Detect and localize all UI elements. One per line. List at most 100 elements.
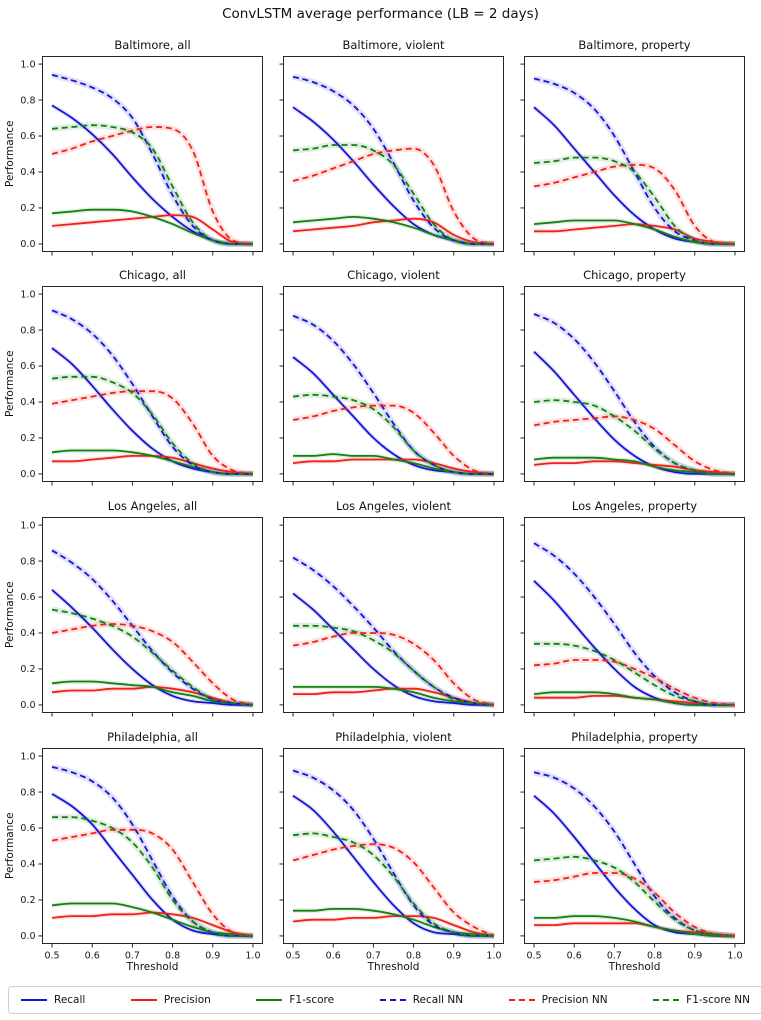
y-tick-label: 0.2 [20, 664, 35, 675]
subplot-philadelphia-property: Philadelphia, property 0.5 0.6 0.7 0.8 0.9 1.… [520, 729, 745, 962]
x-tick-label: 0.6 [85, 951, 100, 962]
subplot-title: Los Angeles, all [107, 499, 198, 513]
x-tick-label: 0.6 [567, 951, 582, 962]
plot-canvas [520, 517, 745, 717]
plot-canvas: 0.5 0.6 0.7 0.8 0.9 1.0 [520, 748, 745, 962]
legend-label: Precision NN [541, 994, 608, 1006]
axes-spines [283, 286, 504, 482]
y-tick-label: 0.0 [20, 469, 35, 480]
line-f1-score-nn [51, 124, 253, 245]
plot-canvas [279, 56, 504, 256]
plot-canvas [279, 517, 504, 717]
subplot-los-angeles-property: Los Angeles, property [520, 498, 745, 717]
legend-label: F1-score NN [686, 994, 750, 1006]
legend-sample-f1-score [256, 999, 283, 1001]
line-f1-score-nn [51, 608, 254, 706]
y-tick-label: 0.4 [20, 859, 35, 870]
legend-item-f1-score: F1-score [256, 994, 334, 1006]
legend-sample-f1-score-nn [653, 999, 680, 1001]
x-axis-label: Threshold [126, 961, 179, 973]
legend-item-precision: Precision [130, 994, 211, 1006]
y-axis-label: Performance [4, 350, 16, 418]
line-f1-score [534, 915, 735, 937]
plot-canvas: 0.0 0.2 0.4 0.6 0.8 1.0 [20, 286, 263, 486]
line-f1-score [51, 680, 254, 706]
subplot-title: Philadelphia, violent [335, 730, 452, 744]
axes-spines [283, 56, 504, 252]
y-tick-label: 0.8 [20, 95, 35, 106]
y-tick-label: 1.0 [20, 751, 35, 762]
line-recall [292, 794, 494, 937]
line-f1-score [533, 691, 735, 706]
y-tick-label: 0.0 [20, 700, 35, 711]
legend-item-recall: Recall [21, 994, 85, 1006]
legend-label: Recall [54, 994, 86, 1006]
x-tick-label: 0.6 [326, 951, 341, 962]
legend-label: Recall NN [412, 994, 464, 1006]
line-f1-score [51, 902, 254, 937]
x-tick-label: 0.7 [366, 951, 381, 962]
y-tick-label: 0.6 [20, 592, 35, 603]
axes-spines [42, 56, 263, 252]
line-recall [292, 592, 494, 706]
line-precision-nn [292, 404, 495, 475]
plot-canvas: 0.0 0.2 0.4 0.6 0.8 1.0 [20, 56, 263, 256]
plot-canvas [279, 286, 504, 486]
axes-spines [524, 748, 745, 944]
line-recall [51, 589, 253, 706]
axes-spines [524, 517, 745, 713]
x-tick-label: 0.9 [446, 951, 461, 962]
x-axis-label: Threshold [367, 961, 420, 973]
subplot-title: Baltimore, violent [342, 38, 445, 52]
line-precision-nn [292, 632, 495, 706]
subplot-chicago-violent: Chicago, violent [279, 267, 504, 486]
axes-spines [524, 56, 745, 252]
line-precision [292, 217, 495, 245]
legend-item-f1-score-nn: F1-score NN [653, 994, 750, 1006]
y-tick-label: 0.8 [20, 325, 35, 336]
y-tick-label: 0.6 [20, 131, 35, 142]
axes-spines [42, 286, 263, 482]
line-recall [533, 350, 735, 475]
legend-label: Precision [163, 994, 211, 1006]
error-band-precision-nn [51, 826, 254, 939]
legend-sample-recall-nn [379, 999, 406, 1001]
line-recall-nn [292, 769, 494, 937]
subplot-title: Chicago, all [119, 268, 186, 282]
line-f1-score-nn [292, 144, 494, 245]
line-precision-nn [51, 623, 254, 706]
subplot-baltimore-all: Baltimore, all 0.0 0.2 0.4 0.6 0.8 1.0 [20, 37, 263, 256]
line-f1-score [293, 908, 495, 937]
figure-title: ConvLSTM average performance (LB = 2 day… [222, 6, 539, 22]
error-band-recall-nn [532, 540, 735, 708]
legend-item-precision-nn: Precision NN [508, 994, 608, 1006]
legend-item-recall-nn: Recall NN [379, 994, 464, 1006]
line-f1-score-nn [292, 624, 495, 706]
x-tick-label: 0.7 [607, 951, 622, 962]
subplot-philadelphia-all: Philadelphia, all 0.5 0.6 0.7 0.8 0.9 1.0 0.0 0… [20, 729, 263, 962]
axes-spines [283, 748, 504, 944]
legend-label: F1-score [289, 994, 335, 1006]
subplot-los-angeles-all: Los Angeles, all 0.0 0.2 0.4 0.6 0.8 1.0 [20, 498, 263, 717]
line-recall-nn [51, 309, 253, 475]
x-tick-label: 0.5 [285, 951, 300, 962]
line-recall-nn [292, 556, 495, 706]
y-tick-label: 0.4 [20, 628, 35, 639]
axes-spines [283, 517, 504, 713]
line-precision-nn [533, 872, 736, 937]
subplot-baltimore-property: Baltimore, property [520, 37, 745, 256]
axes-spines [42, 517, 263, 713]
x-tick-label: 0.5 [44, 951, 59, 962]
y-tick-label: 0.8 [20, 787, 35, 798]
line-recall-nn [533, 313, 735, 475]
subplot-title: Baltimore, property [578, 38, 691, 52]
subplot-chicago-property: Chicago, property [520, 267, 745, 486]
y-tick-label: 0.2 [20, 433, 35, 444]
legend-sample-precision [130, 999, 157, 1001]
x-tick-label: 0.9 [687, 951, 702, 962]
y-axis-label: Performance [4, 120, 16, 188]
line-recall-nn [292, 75, 494, 245]
legend-sample-recall [21, 999, 47, 1001]
line-f1-score-nn [533, 855, 736, 937]
x-tick-label: 0.5 [526, 951, 541, 962]
